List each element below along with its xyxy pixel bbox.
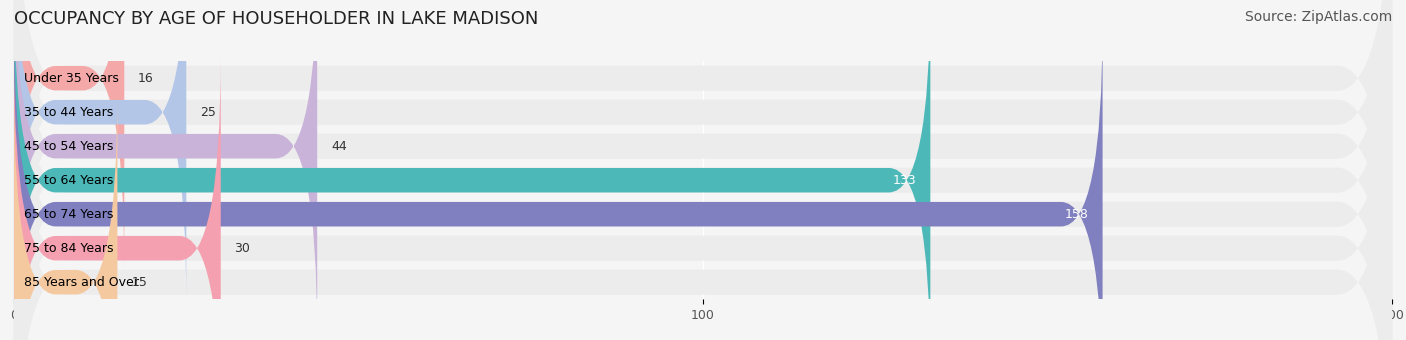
FancyBboxPatch shape (14, 22, 1102, 340)
FancyBboxPatch shape (14, 0, 1392, 340)
Text: 65 to 74 Years: 65 to 74 Years (24, 208, 114, 221)
FancyBboxPatch shape (14, 0, 186, 304)
Text: OCCUPANCY BY AGE OF HOUSEHOLDER IN LAKE MADISON: OCCUPANCY BY AGE OF HOUSEHOLDER IN LAKE … (14, 10, 538, 28)
Text: 75 to 84 Years: 75 to 84 Years (24, 242, 114, 255)
Text: 25: 25 (200, 106, 217, 119)
Text: 16: 16 (138, 72, 153, 85)
Text: 45 to 54 Years: 45 to 54 Years (24, 140, 114, 153)
Text: 44: 44 (330, 140, 347, 153)
FancyBboxPatch shape (14, 0, 1392, 340)
Text: 85 Years and Over: 85 Years and Over (24, 276, 139, 289)
Text: Under 35 Years: Under 35 Years (24, 72, 120, 85)
FancyBboxPatch shape (14, 0, 124, 270)
FancyBboxPatch shape (14, 0, 318, 338)
FancyBboxPatch shape (14, 90, 118, 340)
FancyBboxPatch shape (14, 23, 1392, 340)
FancyBboxPatch shape (14, 56, 221, 340)
Text: 158: 158 (1064, 208, 1088, 221)
Text: 15: 15 (131, 276, 148, 289)
Text: 133: 133 (893, 174, 917, 187)
FancyBboxPatch shape (14, 0, 931, 340)
Text: Source: ZipAtlas.com: Source: ZipAtlas.com (1244, 10, 1392, 24)
Text: 55 to 64 Years: 55 to 64 Years (24, 174, 114, 187)
FancyBboxPatch shape (14, 0, 1392, 338)
FancyBboxPatch shape (14, 0, 1392, 340)
FancyBboxPatch shape (14, 0, 1392, 340)
FancyBboxPatch shape (14, 0, 1392, 340)
Text: 35 to 44 Years: 35 to 44 Years (24, 106, 114, 119)
Text: 30: 30 (235, 242, 250, 255)
